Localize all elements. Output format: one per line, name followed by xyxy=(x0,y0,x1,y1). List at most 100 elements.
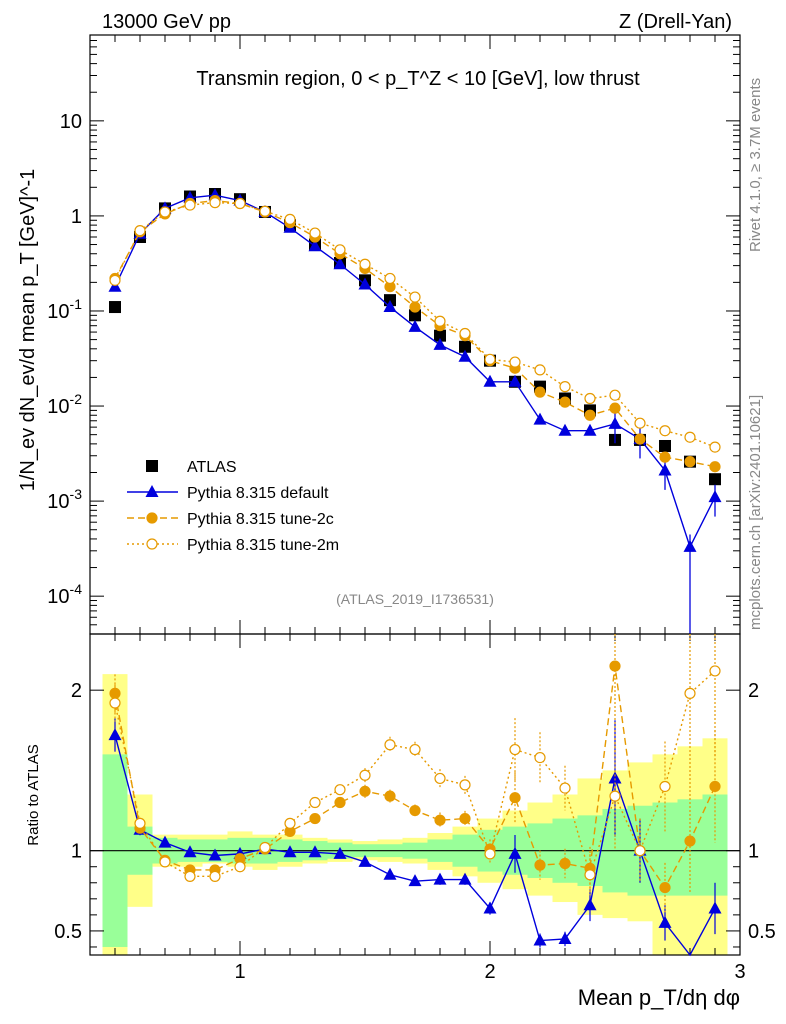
legend-label-tune2c: Pythia 8.315 tune-2c xyxy=(187,511,334,528)
header-left: 13000 GeV pp xyxy=(102,11,231,33)
legend-label-tune2m: Pythia 8.315 tune-2m xyxy=(187,537,339,554)
data-point-default xyxy=(333,257,347,270)
data-point-atlas xyxy=(659,439,671,452)
data-point-tune2c xyxy=(709,461,721,473)
ratio-point-tune2m xyxy=(109,697,121,709)
data-point-tune2m xyxy=(559,381,571,393)
ratio-point-default xyxy=(358,854,372,867)
data-point-tune2m xyxy=(309,227,321,239)
data-point-tune2m xyxy=(284,213,296,225)
ratio-point-default xyxy=(608,771,622,784)
data-point-tune2m xyxy=(509,356,521,368)
ratio-point-default xyxy=(433,872,447,885)
ratio-point-tune2m xyxy=(409,743,421,756)
ratio-y-axis-label: Ratio to ATLAS xyxy=(25,744,42,845)
main-plot: Transmin region, 0 < p_T^Z < 10 [GeV], l… xyxy=(17,34,741,635)
ratio-y-tick-label: 2 xyxy=(748,680,759,702)
data-point-tune2m xyxy=(109,274,121,286)
ratio-point-tune2m xyxy=(309,796,321,809)
data-point-tune2c xyxy=(659,451,671,463)
data-point-tune2m xyxy=(684,431,696,443)
data-point-default xyxy=(658,463,672,476)
data-point-tune2c xyxy=(409,301,421,313)
data-point-tune2m xyxy=(484,353,496,365)
ratio-point-tune2c xyxy=(534,859,546,871)
data-point-atlas xyxy=(409,309,421,322)
ratio-point-tune2m xyxy=(434,772,446,785)
data-point-tune2m xyxy=(609,389,621,401)
ratio-point-tune2m xyxy=(184,870,196,882)
data-point-default xyxy=(433,337,447,350)
legend-marker-default xyxy=(145,485,159,497)
x-tick-label: 2 xyxy=(484,961,495,983)
data-point-tune2m xyxy=(459,327,471,340)
data-point-atlas xyxy=(109,301,121,314)
data-point-tune2c xyxy=(559,396,571,408)
data-point-tune2m xyxy=(159,206,171,218)
data-point-tune2c xyxy=(634,433,646,445)
y-tick-label: 10-3 xyxy=(47,486,82,513)
ratio-point-default xyxy=(308,845,322,858)
ratio-point-tune2m xyxy=(334,784,346,796)
data-point-default xyxy=(508,374,522,387)
legend-marker-atlas xyxy=(146,460,158,472)
legend-marker-tune2m xyxy=(146,538,158,550)
y-tick-label: 10 xyxy=(60,111,82,133)
ratio-point-default xyxy=(333,846,347,859)
analysis-id-label: (ATLAS_2019_I1736531) xyxy=(336,591,494,607)
ratio-point-tune2c xyxy=(409,804,421,817)
ratio-point-tune2m xyxy=(384,739,396,751)
data-point-default xyxy=(458,349,472,362)
data-point-default xyxy=(558,423,572,436)
uncertainty-band-inner xyxy=(652,802,678,896)
ratio-point-tune2c xyxy=(434,814,446,826)
data-point-tune2m xyxy=(409,291,421,303)
ratio-point-tune2c xyxy=(559,857,571,870)
ratio-point-tune2c xyxy=(709,780,721,793)
data-point-tune2c xyxy=(684,456,696,468)
data-point-tune2c xyxy=(534,386,546,398)
ratio-point-default xyxy=(583,898,597,911)
data-point-tune2m xyxy=(384,272,396,285)
ratio-y-tick-label: 1 xyxy=(71,841,82,863)
data-point-default xyxy=(683,539,697,552)
ratio-point-tune2m xyxy=(459,779,471,791)
data-point-tune2c xyxy=(584,409,596,421)
ratio-point-tune2c xyxy=(309,812,321,825)
data-point-default xyxy=(608,416,622,429)
data-point-tune2m xyxy=(209,197,221,209)
ratio-point-tune2c xyxy=(384,790,396,802)
data-point-tune2m xyxy=(334,244,346,256)
ratio-point-tune2m xyxy=(634,845,646,857)
ratio-y-tick-label: 1 xyxy=(748,841,759,863)
ratio-point-default xyxy=(408,874,422,887)
y-tick-label: 10-2 xyxy=(47,391,82,418)
ratio-point-tune2c xyxy=(359,785,371,797)
ratio-point-tune2m xyxy=(234,861,246,873)
ratio-point-default xyxy=(183,845,197,858)
data-point-tune2m xyxy=(709,441,721,453)
ratio-point-tune2c xyxy=(659,881,671,894)
data-point-default xyxy=(708,490,722,503)
ratio-point-tune2m xyxy=(709,665,721,677)
main-y-axis-label: 1/N_ev dN_ev/d mean p_T [GeV]^-1 xyxy=(17,169,39,492)
data-point-default xyxy=(308,239,322,252)
ratio-point-tune2m xyxy=(134,817,146,829)
data-point-tune2m xyxy=(134,225,146,237)
data-point-atlas xyxy=(459,340,471,353)
ratio-point-default xyxy=(383,867,397,880)
ratio-point-tune2c xyxy=(509,792,521,804)
y-tick-label: 10-4 xyxy=(47,581,82,608)
ratio-point-default xyxy=(208,848,222,861)
ratio-point-tune2m xyxy=(684,687,696,699)
data-point-default xyxy=(358,277,372,290)
ratio-point-default xyxy=(508,846,522,859)
ratio-point-tune2m xyxy=(209,870,221,882)
data-point-default xyxy=(408,319,422,332)
x-axis-label: Mean p_T/dη dφ xyxy=(578,985,740,1010)
ratio-y-tick-label: 0.5 xyxy=(748,921,776,943)
data-point-tune2m xyxy=(584,392,596,405)
ratio-point-default xyxy=(108,728,122,741)
